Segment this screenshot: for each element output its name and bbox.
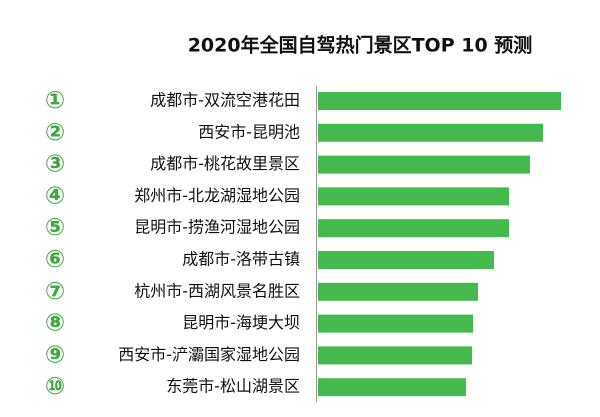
category-label: 成都市-双流空港花田 (150, 91, 300, 110)
category-label: 郑州市-北龙湖湿地公园 (134, 186, 300, 205)
rank-label: ④ (45, 181, 65, 209)
category-label: 昆明市-捞渔河湿地公园 (134, 218, 300, 237)
bar (318, 219, 509, 238)
rank-label: ① (45, 86, 65, 114)
bar (318, 123, 543, 142)
category-label: 东莞市-松山湖景区 (166, 377, 300, 396)
bar (318, 92, 561, 110)
bar (318, 346, 472, 365)
rank-label: ⑩ (45, 372, 65, 400)
category-label: 成都市-洛带古镇 (182, 250, 300, 269)
chart-title: 2020年全国自驾热门景区TOP 10 预测 (188, 34, 533, 57)
bar (318, 155, 530, 174)
bar (318, 314, 473, 333)
category-label: 杭州市-西湖风景名胜区 (134, 281, 300, 300)
bar (318, 378, 466, 397)
bar (318, 251, 494, 269)
category-label: 昆明市-海埂大坝 (182, 313, 300, 332)
rank-label: ③ (45, 150, 65, 178)
rank-label: ⑧ (45, 309, 65, 337)
category-label: 西安市-昆明池 (198, 122, 300, 141)
rank-label: ⑤ (45, 213, 65, 241)
category-label: 成都市-桃花故里景区 (150, 154, 300, 173)
rank-label: ⑥ (45, 245, 65, 273)
rank-label: ⑦ (45, 277, 65, 305)
rank-label: ② (45, 118, 65, 146)
category-label: 西安市-浐灞国家湿地公园 (118, 345, 300, 364)
bar (318, 282, 478, 301)
rank-label: ⑨ (45, 340, 65, 368)
bar (318, 187, 509, 206)
